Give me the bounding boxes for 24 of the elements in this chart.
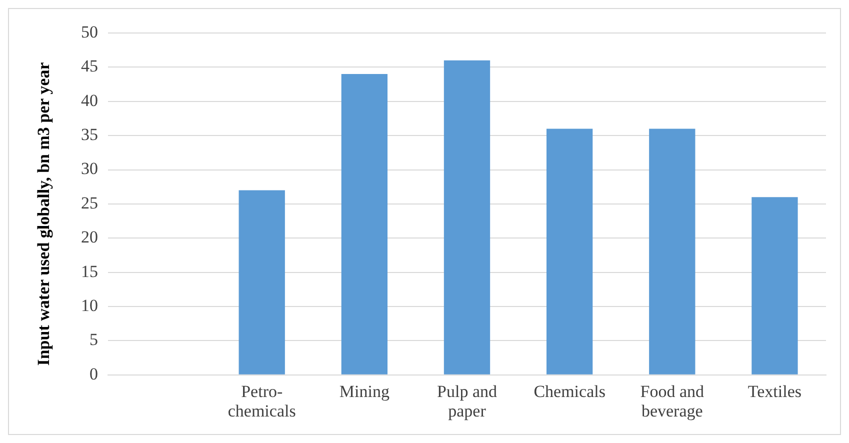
bar (444, 60, 490, 374)
bar (752, 197, 798, 374)
bar (546, 128, 593, 374)
x-tick-label: Chemicals (534, 382, 606, 402)
x-tick-label: Mining (339, 382, 390, 402)
y-tick-label: 30 (81, 159, 98, 178)
y-tick-label: 15 (81, 262, 98, 281)
y-axis-title: Input water used globally, bn m3 per year (34, 61, 54, 368)
y-tick-label: 35 (81, 125, 98, 144)
y-tick-label: 40 (81, 90, 98, 110)
y-tick-label: 20 (81, 228, 98, 247)
x-tick-label: Food and beverage (640, 382, 705, 421)
y-tick-label: 5 (90, 330, 98, 350)
y-tick-label: 45 (81, 56, 98, 76)
y-tick-label: 0 (90, 364, 98, 384)
y-tick-label: 10 (81, 296, 98, 315)
bar (238, 190, 285, 374)
y-tick-label: 25 (81, 193, 98, 212)
x-tick-label: Pulp and paper (437, 382, 498, 421)
y-tick-label: 50 (81, 22, 98, 42)
bar (341, 74, 388, 374)
x-tick-label: Petro-chemicals (228, 382, 296, 421)
bar (649, 128, 696, 374)
x-tick-label: Textiles (748, 382, 802, 402)
